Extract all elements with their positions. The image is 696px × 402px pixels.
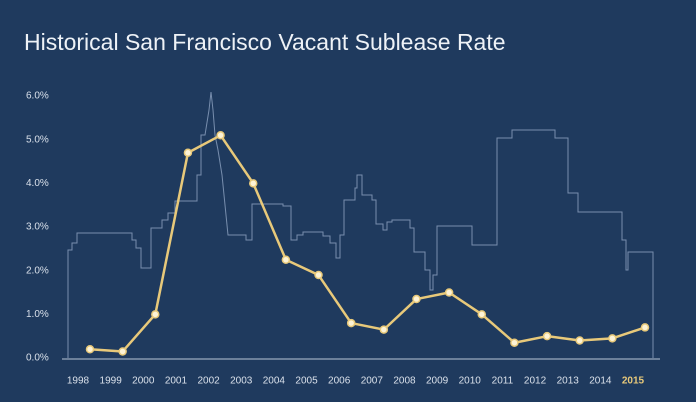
point — [151, 310, 160, 319]
x-tick-label: 2006 — [328, 376, 351, 387]
y-tick-label: 6.0% — [26, 91, 49, 102]
x-tick-label: 2008 — [393, 376, 416, 387]
y-tick-label: 4.0% — [26, 178, 49, 189]
point — [575, 336, 584, 345]
x-tick-label: 2013 — [557, 376, 580, 387]
y-tick-label: 1.0% — [26, 309, 49, 320]
x-tick-label: 2010 — [459, 376, 482, 387]
x-tick-label: 2011 — [492, 376, 514, 387]
point — [477, 310, 487, 319]
point — [248, 179, 258, 188]
point — [314, 270, 323, 280]
x-tick-label: 1999 — [100, 376, 123, 387]
y-tick-label: 2.0% — [26, 265, 49, 276]
x-tick-label: 2009 — [426, 376, 449, 387]
point — [444, 288, 454, 297]
y-tick-label: 0.0% — [26, 353, 49, 364]
skyline-decoration — [67, 91, 654, 358]
x-tick-label: 2014 — [589, 376, 612, 387]
x-tick-label: 2001 — [165, 376, 188, 387]
x-tick-label: 2007 — [361, 376, 384, 387]
x-tick-label: 2005 — [295, 376, 318, 387]
point — [510, 338, 519, 347]
point — [379, 325, 389, 334]
point — [281, 255, 291, 264]
x-tick-label: 2003 — [230, 376, 253, 387]
point — [640, 323, 650, 332]
x-tick-label: 1998 — [67, 376, 90, 387]
x-tick-label: 2002 — [197, 376, 220, 387]
point — [183, 148, 193, 158]
x-tick-label: 2015 — [622, 376, 645, 387]
y-tick-label: 3.0% — [26, 222, 49, 233]
y-tick-label: 5.0% — [26, 134, 49, 145]
point — [346, 318, 356, 328]
point — [412, 294, 421, 304]
line — [89, 134, 646, 353]
chart-title: Historical San Francisco Vacant Sublease… — [24, 29, 506, 55]
point — [216, 131, 225, 140]
point — [608, 334, 617, 343]
x-tick-label: 2004 — [263, 376, 286, 387]
x-tick-label: 2012 — [524, 376, 547, 387]
point — [542, 331, 552, 341]
x-tick-label: 2000 — [132, 376, 155, 387]
point — [85, 345, 95, 354]
point — [118, 347, 127, 356]
